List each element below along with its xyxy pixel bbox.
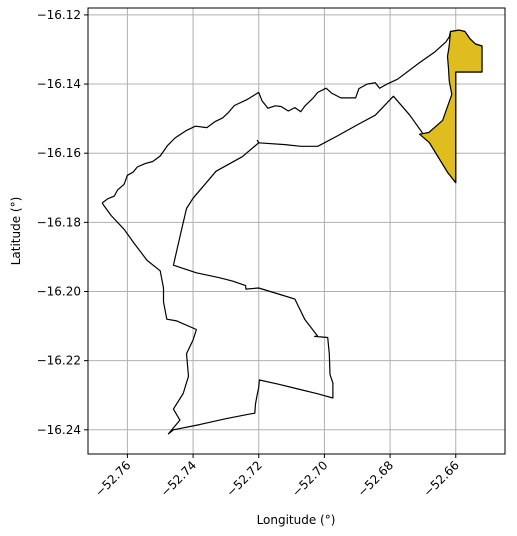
inner-division — [256, 139, 260, 144]
y-tick-label: −16.20 — [37, 285, 81, 299]
x-axis-label: Longitude (°) — [257, 513, 336, 527]
y-axis-label: Latitude (°) — [9, 197, 23, 266]
x-tick-label: −52.76 — [92, 458, 133, 499]
y-tick-label: −16.14 — [37, 77, 81, 91]
y-tick-label: −16.24 — [37, 423, 81, 437]
y-tick-label: −16.18 — [37, 215, 81, 229]
map-regions — [101, 29, 483, 435]
x-tick-label: −52.70 — [289, 458, 330, 499]
y-tick-label: −16.22 — [37, 354, 81, 368]
plot-frame — [87, 7, 506, 455]
y-tick-label: −16.16 — [37, 146, 81, 160]
highlighted-district — [419, 29, 483, 184]
x-tick-label: −52.74 — [158, 458, 199, 499]
axis-ticks: −52.76 −52.74 −52.72 −52.70 −52.68 −52.66 −16.… — [37, 8, 462, 500]
outer-boundary — [101, 29, 483, 435]
y-tick-label: −16.12 — [37, 8, 81, 22]
x-tick-label: −52.68 — [355, 458, 396, 499]
x-tick-label: −52.66 — [421, 458, 462, 499]
gridlines — [88, 8, 505, 454]
x-tick-label: −52.72 — [224, 458, 265, 499]
